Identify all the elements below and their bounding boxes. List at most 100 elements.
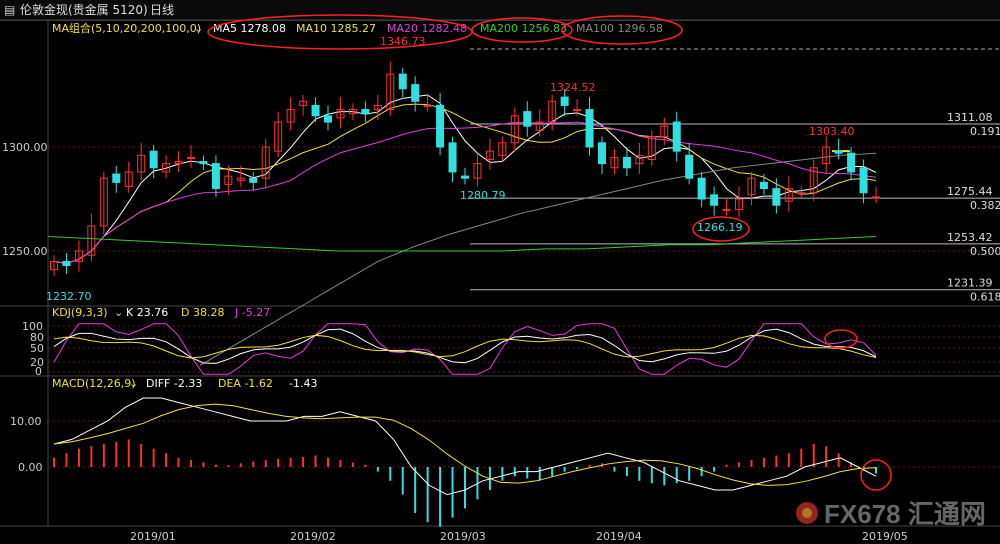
ma20-line — [53, 121, 877, 264]
candle-body — [461, 175, 469, 179]
period-label[interactable]: 日线 — [150, 3, 175, 17]
candle-body — [747, 177, 756, 196]
candle-body — [149, 150, 158, 169]
candle-body — [585, 109, 594, 148]
low-1266-circle — [692, 216, 750, 242]
y-tick-label: 1300.00 — [2, 141, 48, 154]
candle-body — [162, 163, 171, 173]
kdj-d-line — [53, 334, 877, 359]
main-panel-dropdown-icon[interactable]: ⌄ — [194, 22, 203, 35]
candle-body — [361, 109, 370, 115]
fib-ratio-label: 0.500 — [970, 245, 1000, 258]
candle-body — [548, 100, 557, 123]
candle-body — [261, 146, 270, 179]
kdj-y-tick: 50 — [30, 342, 44, 355]
candle-body — [498, 142, 507, 156]
x-axis-label: 2019/01 — [130, 530, 176, 543]
instrument-label[interactable]: 伦敦金现(贵金属 5120) — [20, 3, 148, 17]
fib-price-label: 1311.08 — [947, 111, 993, 124]
kdj-lines — [53, 323, 877, 375]
kdj-panel-dropdown-icon[interactable]: ⌄ — [114, 306, 123, 319]
candle-body — [622, 156, 631, 169]
annotation-circles — [207, 14, 892, 491]
fib-price-label: 1231.39 — [947, 277, 993, 290]
candle-body — [722, 208, 731, 211]
kdj-j-readout: J -5.27 — [234, 306, 270, 319]
candle-body — [872, 196, 880, 199]
watermark-text: FX678 汇通网 — [824, 499, 986, 529]
kdj-y-tick: 20 — [30, 356, 44, 369]
candle-body — [187, 156, 195, 159]
candle-body — [847, 152, 856, 173]
candle-body — [386, 73, 395, 111]
candle-body — [535, 121, 544, 131]
ma200-readout: MA200 1256.83 — [480, 22, 567, 35]
candle-body — [448, 142, 457, 173]
candle-body — [224, 175, 233, 185]
candlesticks — [50, 61, 880, 276]
grid-lines — [48, 48, 1000, 468]
macd-dea-line — [53, 403, 877, 486]
candle-body — [112, 173, 121, 183]
candle-body — [336, 109, 345, 119]
candle-body — [99, 177, 108, 227]
kdj-cross-circle — [824, 329, 858, 349]
menu-icon[interactable]: ▤ — [4, 3, 16, 17]
kdj-panel-title: KDJ(9,3,3) — [52, 306, 108, 319]
ma200-line — [47, 235, 877, 252]
candle-body — [286, 109, 295, 123]
candle-body — [697, 177, 706, 200]
kdj-y-tick: 80 — [30, 331, 44, 344]
candle-body — [510, 115, 519, 144]
macd-y-tick: 10.00 — [10, 415, 42, 428]
price-annotation-label: 1324.52 — [550, 81, 596, 94]
macd-panel-dropdown-icon[interactable]: ⌄ — [129, 377, 138, 390]
kdj-j-line — [53, 323, 877, 375]
candle-body — [299, 100, 308, 106]
candle-body — [523, 111, 532, 127]
candle-body — [485, 150, 494, 160]
candle-body — [373, 104, 382, 111]
kdj-y-tick: 100 — [22, 320, 43, 333]
candle-body — [274, 121, 283, 152]
kdj-k-readout: K 23.76 — [126, 306, 168, 319]
candle-body — [324, 115, 332, 123]
price-annotation-label: 1266.19 — [697, 221, 743, 234]
candle-body — [411, 84, 420, 102]
candle-body — [348, 109, 357, 115]
candle-body — [74, 250, 83, 262]
fib-price-label: 1275.44 — [947, 185, 993, 198]
x-axis-label: 2019/03 — [440, 530, 486, 543]
fib-price-label: 1253.42 — [947, 231, 993, 244]
macd-y-tick: 0.00 — [18, 461, 43, 474]
candle-body — [685, 154, 694, 179]
macd-cross-circle — [860, 459, 892, 491]
candle-body — [635, 154, 644, 165]
x-axis-label: 2019/04 — [596, 530, 642, 543]
candle-body — [137, 154, 146, 173]
ma10-readout: MA10 1285.27 — [296, 22, 376, 35]
candle-body — [784, 188, 793, 202]
candle-body — [735, 198, 743, 210]
candle-body — [211, 163, 220, 190]
candle-body — [772, 188, 781, 206]
candle-body — [398, 73, 407, 90]
candle-body — [199, 161, 208, 165]
candle-body — [598, 142, 606, 165]
candle-body — [62, 260, 71, 267]
candle-body — [809, 167, 818, 194]
ma20-readout: MA20 1282.48 — [387, 22, 467, 35]
ma100-readout-circle — [561, 15, 683, 45]
candle-body — [423, 104, 432, 107]
ma10-line — [53, 103, 877, 264]
macd-panel-title: MACD(12,26,9) — [52, 377, 136, 390]
x-axis-label: 2019/05 — [862, 530, 908, 543]
ma200-readout-circle — [471, 17, 573, 43]
candle-body — [859, 167, 868, 194]
candle-body — [249, 177, 258, 183]
ma100-readout: MA100 1296.58 — [576, 22, 663, 35]
price-annotations: 1346.73 1324.52 1303.40 1280.79 1266.19 — [380, 35, 855, 234]
candle-body — [311, 104, 320, 117]
candle-body — [660, 125, 669, 138]
